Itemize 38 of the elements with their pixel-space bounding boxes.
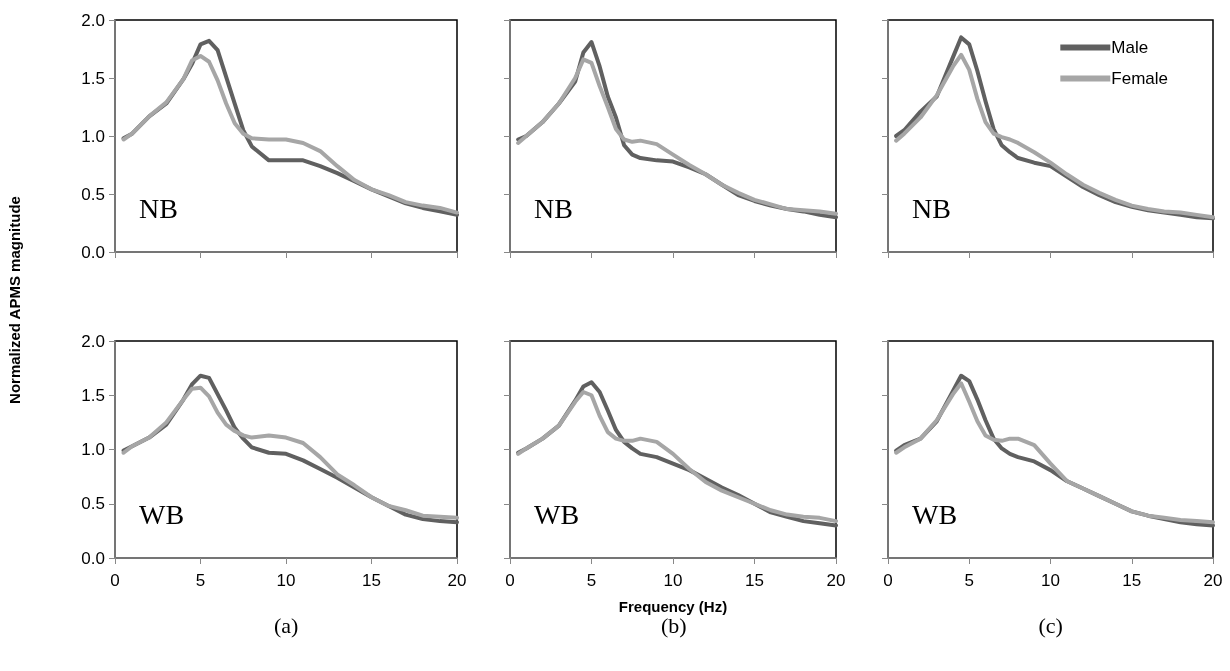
y-tick-label: 1.0	[81, 440, 105, 459]
text: (c)	[1038, 612, 1063, 638]
y-tick-label: 1.0	[81, 126, 105, 146]
x-tick-label: 15	[362, 571, 381, 590]
y-tick-label: 0.5	[81, 184, 105, 204]
x-tick-label: 10	[1041, 571, 1060, 590]
y-tick-label: 1.5	[81, 385, 105, 405]
annotation: NB	[912, 192, 951, 224]
annotation: WB	[139, 498, 185, 530]
y-tick-label: 2.0	[81, 331, 105, 351]
x-tick-label: 0	[505, 571, 515, 590]
legend-label: Male	[1111, 38, 1149, 57]
x-tick-label: 10	[663, 571, 683, 590]
x-tick-label: 20	[447, 571, 467, 590]
y-tick-label: 2.0	[81, 10, 105, 30]
x-tick-label: 15	[745, 571, 764, 590]
x-tick-label: 15	[1122, 571, 1142, 590]
text: (b)	[661, 612, 687, 638]
x-tick-label: 10	[276, 571, 296, 590]
x-tick-label: 0	[110, 571, 120, 590]
annotation: NB	[139, 192, 178, 224]
x-tick-label: 5	[964, 571, 974, 590]
x-tick-label: 5	[195, 571, 206, 590]
annotation: WB	[534, 498, 580, 530]
legend-label: Female	[1111, 69, 1168, 88]
x-tick-label: 20	[826, 571, 846, 590]
annotation: NB	[534, 192, 573, 224]
y-tick-label: 0.0	[81, 242, 105, 262]
y-axis-title: Normalized APMS magnitude	[5, 196, 23, 404]
annotation: WB	[912, 498, 958, 530]
x-axis-title: Frequency (Hz)	[618, 598, 728, 615]
y-tick-label: 0.0	[81, 548, 105, 568]
y-tick-label: 1.5	[81, 68, 105, 88]
y-tick-label: 0.5	[81, 494, 105, 514]
x-tick-label: 0	[883, 571, 893, 590]
x-tick-label: 5	[586, 571, 597, 590]
x-tick-label: 20	[1203, 571, 1223, 590]
text: (a)	[274, 612, 299, 638]
